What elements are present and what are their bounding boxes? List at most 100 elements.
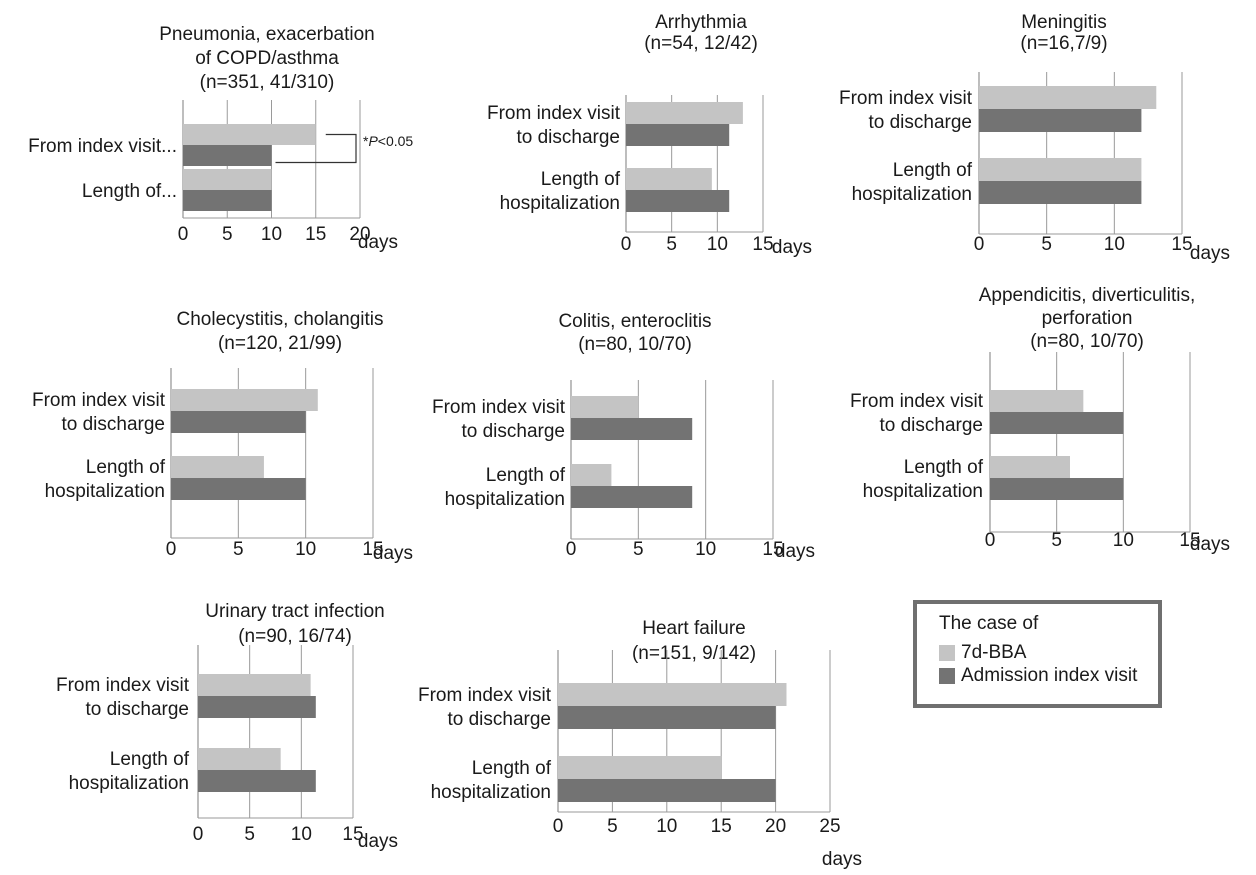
tick-label: 0 [193, 824, 204, 845]
category-label: Length of [472, 758, 552, 779]
bar-7d-bba [183, 124, 316, 145]
x-unit-label: days [822, 849, 862, 870]
tick-label: 20 [349, 224, 370, 245]
x-unit-label: days [772, 237, 812, 258]
category-label: to discharge [447, 709, 551, 730]
category-label: to discharge [461, 421, 565, 442]
bar-admission [558, 706, 776, 729]
bar-7d-bba [626, 168, 712, 190]
legend-item-admission: Admission index visit [939, 665, 1137, 687]
chart-title-line: (n=80, 10/70) [578, 334, 692, 355]
tick-label: 15 [711, 816, 732, 837]
tick-label: 0 [553, 816, 564, 837]
tick-label: 5 [1051, 530, 1062, 551]
tick-label: 0 [166, 539, 177, 560]
category-label: From index visit [56, 675, 190, 696]
tick-label: 0 [974, 234, 985, 255]
tick-label: 15 [762, 539, 783, 560]
bar-7d-bba [558, 756, 722, 779]
tick-label: 5 [1041, 234, 1052, 255]
tick-label: 0 [621, 234, 632, 255]
tick-label: 5 [666, 234, 677, 255]
tick-label: 0 [566, 539, 577, 560]
legend-title: The case of [939, 613, 1039, 634]
bar-admission [979, 109, 1142, 132]
chart-title-line: perforation [1042, 308, 1133, 329]
tick-label: 5 [233, 539, 244, 560]
tick-label: 10 [707, 234, 728, 255]
x-unit-label: days [775, 541, 815, 562]
category-label: hospitalization [863, 481, 983, 502]
category-label: From index visit [32, 390, 166, 411]
category-label: hospitalization [69, 773, 189, 794]
chart-title-line: (n=351, 41/310) [200, 72, 335, 93]
category-label: Length of... [82, 181, 177, 202]
category-label: hospitalization [852, 184, 972, 205]
bar-7d-bba [171, 389, 318, 411]
tick-label: 25 [819, 816, 840, 837]
category-label: From index visit [418, 685, 552, 706]
category-label: to discharge [879, 415, 983, 436]
chart-title-line: (n=16,7/9) [1020, 33, 1107, 54]
bar-admission [183, 145, 272, 166]
category-label: to discharge [61, 414, 165, 435]
bar-7d-bba [198, 748, 281, 770]
significance-annotation: *P<0.05 [363, 133, 413, 149]
bar-admission [171, 478, 306, 500]
chart-title-line: Appendicitis, diverticulitis, [979, 285, 1195, 306]
category-label: Length of [541, 169, 621, 190]
tick-label: 5 [607, 816, 618, 837]
bar-admission [571, 418, 693, 440]
x-unit-label: days [1190, 243, 1230, 264]
bar-admission [171, 411, 306, 433]
category-label: hospitalization [431, 782, 551, 803]
category-label: Length of [86, 457, 166, 478]
chart-title-line: Pneumonia, exacerbation [159, 24, 374, 45]
chart-title-line: (n=151, 9/142) [632, 643, 756, 664]
bar-7d-bba [571, 464, 612, 486]
tick-label: 5 [222, 224, 233, 245]
chart-title-line: Meningitis [1021, 12, 1107, 33]
bar-7d-bba [558, 683, 787, 706]
tick-label: 15 [305, 224, 326, 245]
chart-title-line: Heart failure [642, 618, 746, 639]
category-label: hospitalization [500, 193, 620, 214]
category-label: hospitalization [445, 489, 565, 510]
category-label: hospitalization [45, 481, 165, 502]
bar-admission [558, 779, 776, 802]
chart-title-line: (n=120, 21/99) [218, 333, 342, 354]
x-unit-label: days [373, 543, 413, 564]
legend-label: 7d-BBA [961, 642, 1027, 663]
legend-swatch-light [939, 645, 955, 661]
bar-admission [183, 190, 272, 211]
bar-7d-bba [979, 158, 1142, 181]
tick-label: 20 [765, 816, 786, 837]
chart-title-line: Cholecystitis, cholangitis [177, 309, 384, 330]
tick-label: 10 [695, 539, 716, 560]
bar-7d-bba [990, 390, 1084, 412]
tick-label: 5 [633, 539, 644, 560]
tick-label: 0 [178, 224, 189, 245]
tick-label: 15 [1179, 530, 1200, 551]
tick-label: 15 [362, 539, 383, 560]
tick-label: 15 [752, 234, 773, 255]
bar-7d-bba [198, 674, 311, 696]
tick-label: 15 [342, 824, 363, 845]
bar-7d-bba [626, 102, 743, 124]
category-label: Length of [904, 457, 984, 478]
tick-label: 10 [261, 224, 282, 245]
bar-7d-bba [979, 86, 1157, 109]
bar-7d-bba [183, 169, 272, 190]
bar-admission [990, 478, 1124, 500]
legend-swatch-dark [939, 668, 955, 684]
category-label: From index visit [432, 397, 566, 418]
tick-label: 10 [291, 824, 312, 845]
category-label: Length of [110, 749, 190, 770]
tick-label: 10 [1104, 234, 1125, 255]
bar-admission [990, 412, 1124, 434]
x-unit-label: days [358, 232, 398, 253]
chart-title-line: Colitis, enteroclitis [558, 311, 711, 332]
legend: The case of 7d-BBA Admission index visit [913, 600, 1162, 708]
bar-admission [979, 181, 1142, 204]
bar-7d-bba [171, 456, 264, 478]
